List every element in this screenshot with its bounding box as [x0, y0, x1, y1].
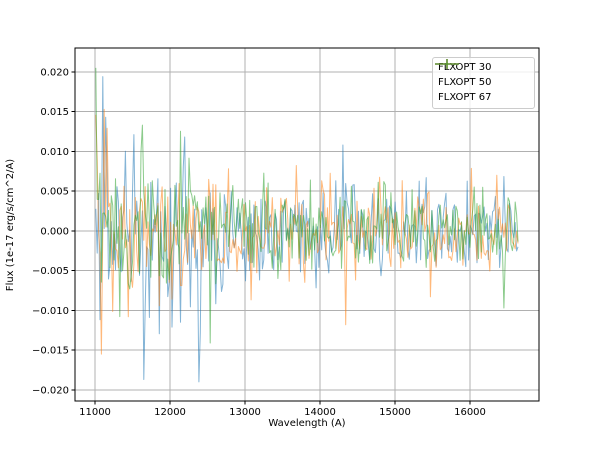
legend-entry: FLXOPT 50 [435, 59, 528, 90]
y-tick-label: −0.020 [32, 385, 69, 396]
data-series-flxopt-67 [95, 67, 519, 344]
errorbar-marker-icon [435, 59, 459, 69]
data-series-group [95, 67, 519, 383]
legend-label: FLXOPT 30 [438, 62, 492, 73]
axes-frame-group [71, 47, 540, 405]
y-tick-label: 0.020 [40, 67, 69, 78]
legend-label: FLXOPT 67 [438, 92, 492, 103]
y-axis-label: Flux (1e-17 erg/s/cm^2/A) [5, 158, 16, 292]
axes-frame [74, 47, 540, 402]
y-tick-label: 0.000 [40, 226, 69, 237]
data-series-flxopt-30 [95, 76, 519, 383]
y-tick-label: −0.015 [32, 346, 69, 357]
y-tick-label: 0.005 [40, 187, 69, 198]
legend: FLXOPT 30 FLXOPT 50 FLXOPT 67 [432, 57, 535, 109]
y-tick-label: −0.005 [32, 266, 69, 277]
x-tick-label: 16000 [454, 407, 486, 418]
legend-label: FLXOPT 50 [438, 77, 492, 88]
x-tick-label: 15000 [379, 407, 411, 418]
x-tick-label: 14000 [304, 407, 336, 418]
x-tick-label: 13000 [229, 407, 261, 418]
x-tick-label: 12000 [154, 407, 186, 418]
legend-entry: FLXOPT 67 [435, 59, 528, 105]
y-tick-label: 0.010 [40, 147, 69, 158]
y-tick-label: −0.010 [32, 306, 69, 317]
x-tick-label: 11000 [79, 407, 111, 418]
x-axis-label: Wavelength (A) [268, 418, 346, 429]
y-tick-label: 0.015 [40, 107, 69, 118]
